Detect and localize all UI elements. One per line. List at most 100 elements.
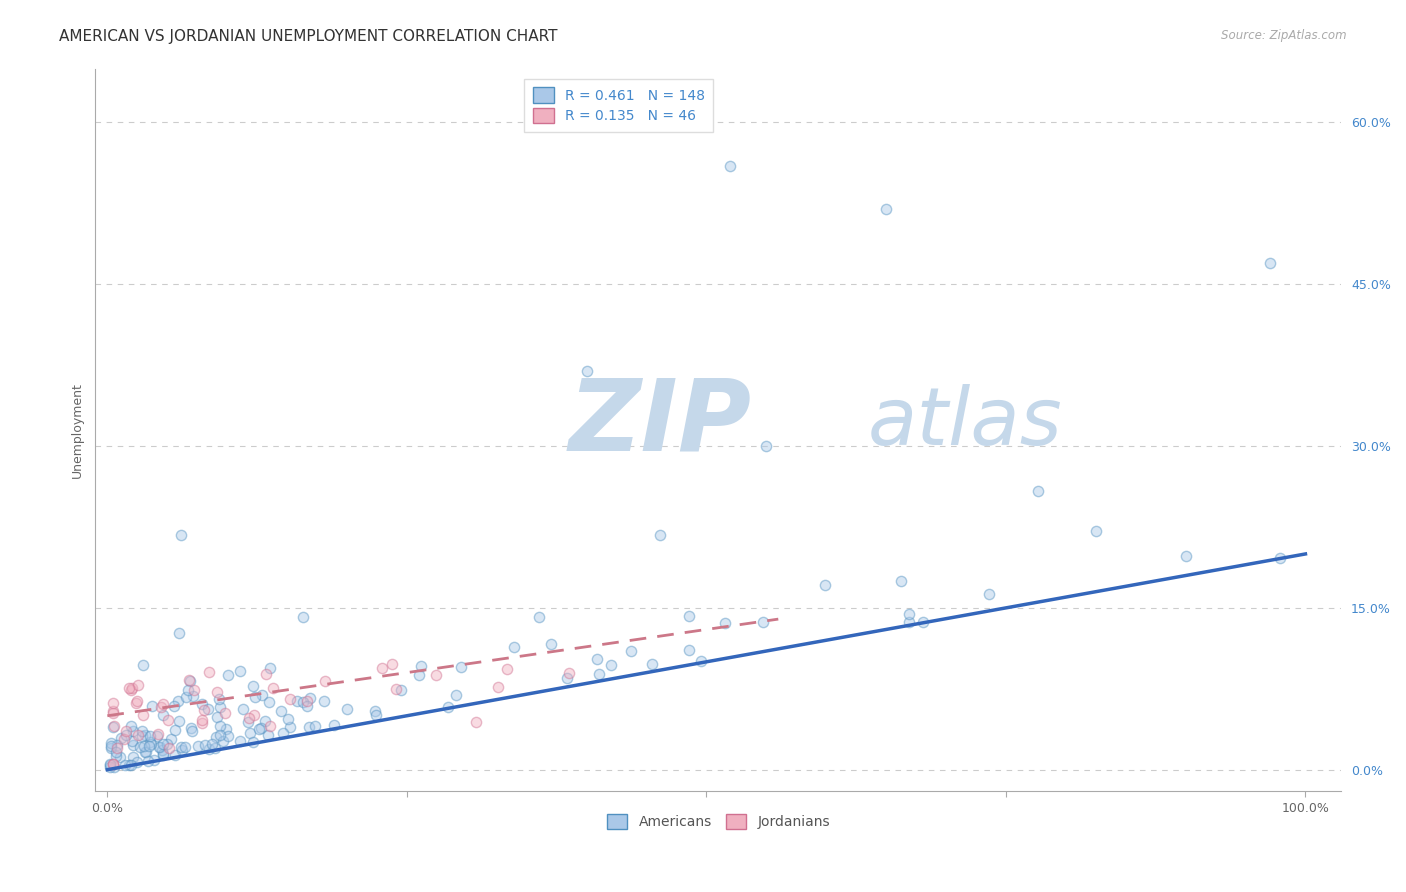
- Point: [105, 741, 128, 756]
- Point: [103, 760, 125, 774]
- Point: [120, 683, 142, 698]
- Point: [122, 723, 145, 738]
- Point: [191, 715, 214, 730]
- Point: [131, 723, 153, 738]
- Point: [232, 702, 254, 716]
- Point: [425, 668, 447, 682]
- Point: [979, 587, 1001, 601]
- Point: [713, 615, 735, 630]
- Point: [165, 748, 187, 763]
- Point: [138, 739, 160, 753]
- Point: [103, 719, 125, 733]
- Point: [277, 712, 299, 726]
- Point: [181, 689, 204, 703]
- Point: [149, 739, 172, 754]
- Point: [250, 688, 273, 702]
- Point: [364, 708, 387, 723]
- Point: [600, 658, 623, 673]
- Point: [105, 745, 128, 759]
- Point: [205, 710, 228, 724]
- Point: [180, 721, 202, 735]
- Point: [132, 739, 155, 753]
- Point: [103, 696, 125, 710]
- Point: [139, 735, 162, 749]
- Point: [100, 736, 122, 750]
- Point: [170, 739, 193, 754]
- Point: [314, 673, 336, 688]
- Point: [242, 735, 264, 749]
- Point: [437, 700, 460, 714]
- Point: [167, 626, 190, 640]
- Point: [152, 708, 174, 723]
- Point: [1174, 549, 1197, 563]
- Point: [291, 695, 314, 709]
- Point: [170, 742, 193, 756]
- Point: [100, 740, 122, 755]
- Point: [297, 720, 319, 734]
- Point: [486, 680, 509, 694]
- Point: [114, 723, 136, 738]
- Point: [718, 159, 741, 173]
- Point: [312, 694, 335, 708]
- Point: [115, 728, 138, 742]
- Point: [270, 704, 292, 718]
- Point: [389, 682, 412, 697]
- Point: [527, 610, 550, 624]
- Point: [875, 202, 897, 216]
- Point: [103, 757, 125, 772]
- Point: [249, 721, 271, 735]
- Point: [198, 665, 221, 679]
- Point: [291, 610, 314, 624]
- Point: [103, 706, 125, 720]
- Point: [243, 708, 266, 723]
- Point: [167, 714, 190, 729]
- Point: [112, 731, 135, 746]
- Point: [690, 654, 713, 668]
- Text: atlas: atlas: [868, 384, 1063, 462]
- Point: [450, 660, 472, 674]
- Point: [557, 665, 579, 680]
- Point: [179, 674, 201, 689]
- Point: [648, 527, 671, 541]
- Point: [125, 696, 148, 710]
- Point: [204, 741, 226, 756]
- Point: [384, 681, 406, 696]
- Point: [129, 740, 152, 755]
- Point: [152, 738, 174, 752]
- Point: [177, 673, 200, 687]
- Point: [120, 758, 142, 772]
- Point: [170, 527, 193, 541]
- Point: [217, 729, 239, 743]
- Point: [127, 728, 149, 742]
- Point: [118, 681, 141, 695]
- Point: [898, 607, 921, 621]
- Point: [98, 760, 121, 774]
- Point: [257, 728, 280, 742]
- Point: [110, 749, 132, 764]
- Point: [156, 737, 179, 751]
- Point: [152, 697, 174, 711]
- Point: [146, 727, 169, 741]
- Point: [105, 748, 128, 763]
- Point: [205, 685, 228, 699]
- Point: [208, 699, 231, 714]
- Point: [131, 729, 153, 743]
- Point: [212, 734, 235, 748]
- Text: ZIP: ZIP: [569, 374, 752, 471]
- Point: [496, 662, 519, 676]
- Point: [243, 690, 266, 705]
- Point: [336, 702, 359, 716]
- Point: [678, 643, 700, 657]
- Point: [217, 668, 239, 682]
- Point: [295, 699, 318, 714]
- Point: [139, 729, 162, 743]
- Point: [98, 757, 121, 772]
- Point: [444, 688, 467, 702]
- Point: [890, 574, 912, 588]
- Point: [198, 742, 221, 756]
- Point: [364, 704, 387, 718]
- Point: [132, 657, 155, 672]
- Point: [1084, 524, 1107, 539]
- Point: [620, 643, 643, 657]
- Point: [238, 711, 260, 725]
